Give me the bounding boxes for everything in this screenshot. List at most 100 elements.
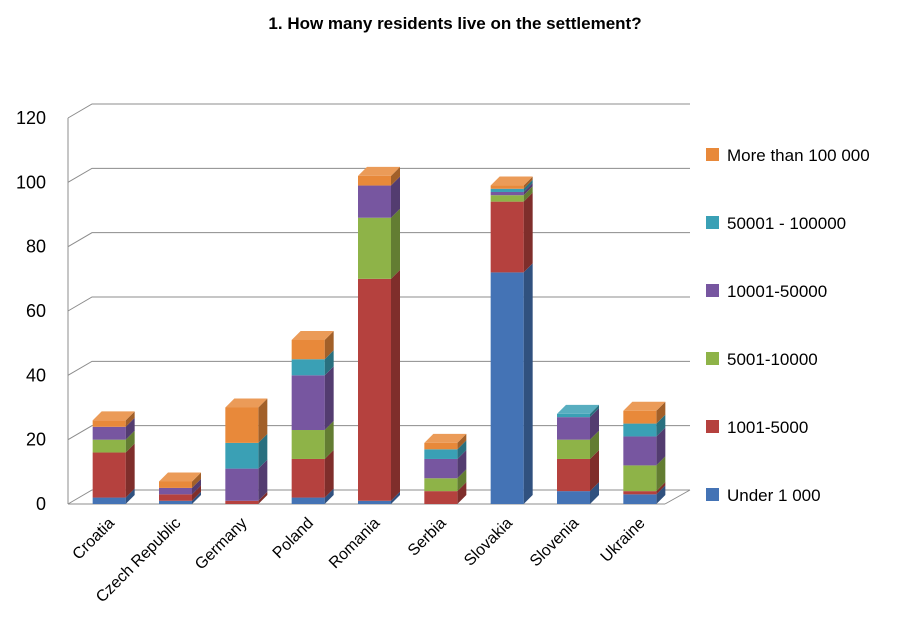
bar-side xyxy=(324,330,334,360)
bar-segment xyxy=(159,481,192,488)
bar-top xyxy=(490,176,533,186)
bar-top xyxy=(557,404,599,414)
bar-segment xyxy=(358,217,391,279)
bar-side xyxy=(523,263,533,504)
bar-segment xyxy=(358,175,391,186)
bar-segment xyxy=(291,458,325,498)
bar-side xyxy=(125,417,135,440)
legend-label: 5001-10000 xyxy=(727,350,818,369)
bar-side xyxy=(590,430,599,459)
bar-side xyxy=(523,176,533,189)
bar-side xyxy=(125,488,135,504)
bar-stack-germany xyxy=(225,398,268,504)
bar-segment xyxy=(291,497,325,504)
y-tick-label: 120 xyxy=(16,108,46,128)
bar-segment xyxy=(490,201,524,273)
bar-side xyxy=(391,491,400,504)
bar-side xyxy=(523,179,533,192)
bar-segment xyxy=(225,468,259,501)
bars-layer xyxy=(92,166,666,504)
bar-side xyxy=(457,433,467,450)
bar-segment xyxy=(623,494,657,504)
bar-stack-serbia xyxy=(424,433,467,504)
bar-segment xyxy=(92,426,126,440)
bar-top xyxy=(225,398,268,408)
bar-segment xyxy=(490,191,524,196)
bar-side xyxy=(590,404,599,418)
y-tick-label: 40 xyxy=(26,365,46,385)
bar-side xyxy=(258,491,268,504)
bar-top xyxy=(424,433,467,443)
bar-top xyxy=(291,330,334,340)
bar-stack-romania xyxy=(358,166,400,504)
bar-segment xyxy=(291,359,325,376)
bar-side xyxy=(457,449,467,479)
gridline xyxy=(67,103,690,119)
bar-segment xyxy=(623,491,657,495)
bar-top xyxy=(623,401,666,411)
bar-segment xyxy=(358,500,391,504)
bar-side xyxy=(192,472,201,488)
bar-side xyxy=(324,449,334,498)
bar-segment xyxy=(557,417,590,440)
legend-swatch xyxy=(706,420,719,433)
bar-segment xyxy=(490,185,524,189)
bar-segment xyxy=(92,452,126,498)
bar-segment xyxy=(424,442,458,450)
bar-side xyxy=(656,485,666,504)
x-tick-label: Ukraine xyxy=(598,515,649,566)
x-tick-label: Germany xyxy=(192,515,251,574)
y-tick-label: 0 xyxy=(36,494,46,514)
legend-swatch xyxy=(706,284,719,297)
x-tick-label: Romania xyxy=(326,515,383,572)
bar-side xyxy=(656,482,666,495)
y-tick-label: 60 xyxy=(26,301,46,321)
bar-segment xyxy=(623,465,657,492)
bar-side xyxy=(391,166,400,186)
bar-segment xyxy=(623,410,657,424)
bar-stack-ukraine xyxy=(623,401,666,504)
bar-side xyxy=(656,414,666,437)
legend-swatch xyxy=(706,148,719,161)
bar-side xyxy=(258,459,268,501)
bar-side xyxy=(324,488,334,504)
legend-swatch xyxy=(706,488,719,501)
x-tick-label: Slovenia xyxy=(527,515,582,570)
bar-side xyxy=(457,469,467,492)
legend-label: Under 1 000 xyxy=(727,486,821,505)
y-tick-label: 20 xyxy=(26,430,46,450)
bar-stack-croatia xyxy=(92,411,135,504)
bar-segment xyxy=(623,436,657,466)
bar-side xyxy=(457,482,467,504)
bar-segment xyxy=(291,430,325,459)
bar-segment xyxy=(424,449,458,459)
bar-segment xyxy=(291,375,325,431)
bar-stack-slovakia xyxy=(490,176,533,504)
bar-segment xyxy=(92,497,126,504)
bar-segment xyxy=(490,195,524,202)
bar-segment xyxy=(424,458,458,479)
bar-segment xyxy=(424,478,458,492)
bar-segment xyxy=(557,439,590,459)
bar-side xyxy=(656,427,666,466)
legend-swatch xyxy=(706,352,719,365)
gridline xyxy=(67,167,690,183)
bar-segment xyxy=(358,278,391,501)
bar-side xyxy=(391,269,400,501)
bar-segment xyxy=(557,413,590,418)
bar-side xyxy=(192,485,201,501)
bar-side xyxy=(590,449,599,492)
bar-side xyxy=(590,482,599,504)
bar-side xyxy=(523,182,533,196)
bar-segment xyxy=(358,185,391,218)
bar-side xyxy=(523,186,533,202)
bar-stack-slovenia xyxy=(557,404,599,504)
bar-side xyxy=(656,456,666,492)
bar-side xyxy=(324,366,334,431)
bar-side xyxy=(192,491,201,504)
bar-side xyxy=(656,401,666,424)
legend: More than 100 000 50001 - 100000 10001-500… xyxy=(706,146,870,505)
bar-side xyxy=(125,411,135,427)
